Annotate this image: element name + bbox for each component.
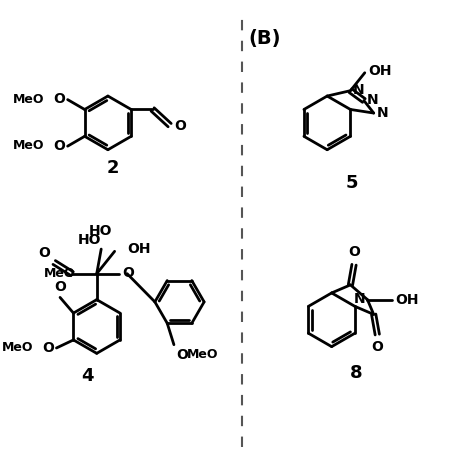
Text: 5: 5 (346, 174, 358, 192)
Text: N: N (354, 292, 365, 306)
Text: O: O (348, 246, 360, 259)
Text: HO: HO (78, 233, 101, 247)
Text: OH: OH (396, 292, 419, 307)
Text: MeO: MeO (13, 93, 45, 106)
Text: MeO: MeO (44, 267, 76, 281)
Text: N: N (376, 106, 388, 119)
Text: O: O (174, 119, 186, 133)
Text: OH: OH (127, 242, 151, 256)
Text: MeO: MeO (13, 139, 45, 152)
Text: MeO: MeO (187, 348, 219, 361)
Text: O: O (54, 139, 65, 153)
Text: 2: 2 (106, 159, 118, 177)
Text: 8: 8 (350, 365, 363, 383)
Text: O: O (38, 246, 50, 260)
Text: MeO: MeO (2, 341, 33, 355)
Text: O: O (42, 341, 54, 355)
Text: O: O (54, 280, 66, 294)
Text: (B): (B) (249, 29, 282, 48)
Text: 4: 4 (82, 367, 94, 385)
Text: OH: OH (368, 64, 392, 78)
Text: O: O (371, 340, 383, 354)
Text: O: O (54, 92, 65, 106)
Text: HO: HO (89, 224, 112, 238)
Text: N: N (353, 83, 365, 97)
Text: O: O (176, 348, 188, 362)
Text: N: N (366, 93, 378, 107)
Text: O: O (123, 266, 135, 280)
